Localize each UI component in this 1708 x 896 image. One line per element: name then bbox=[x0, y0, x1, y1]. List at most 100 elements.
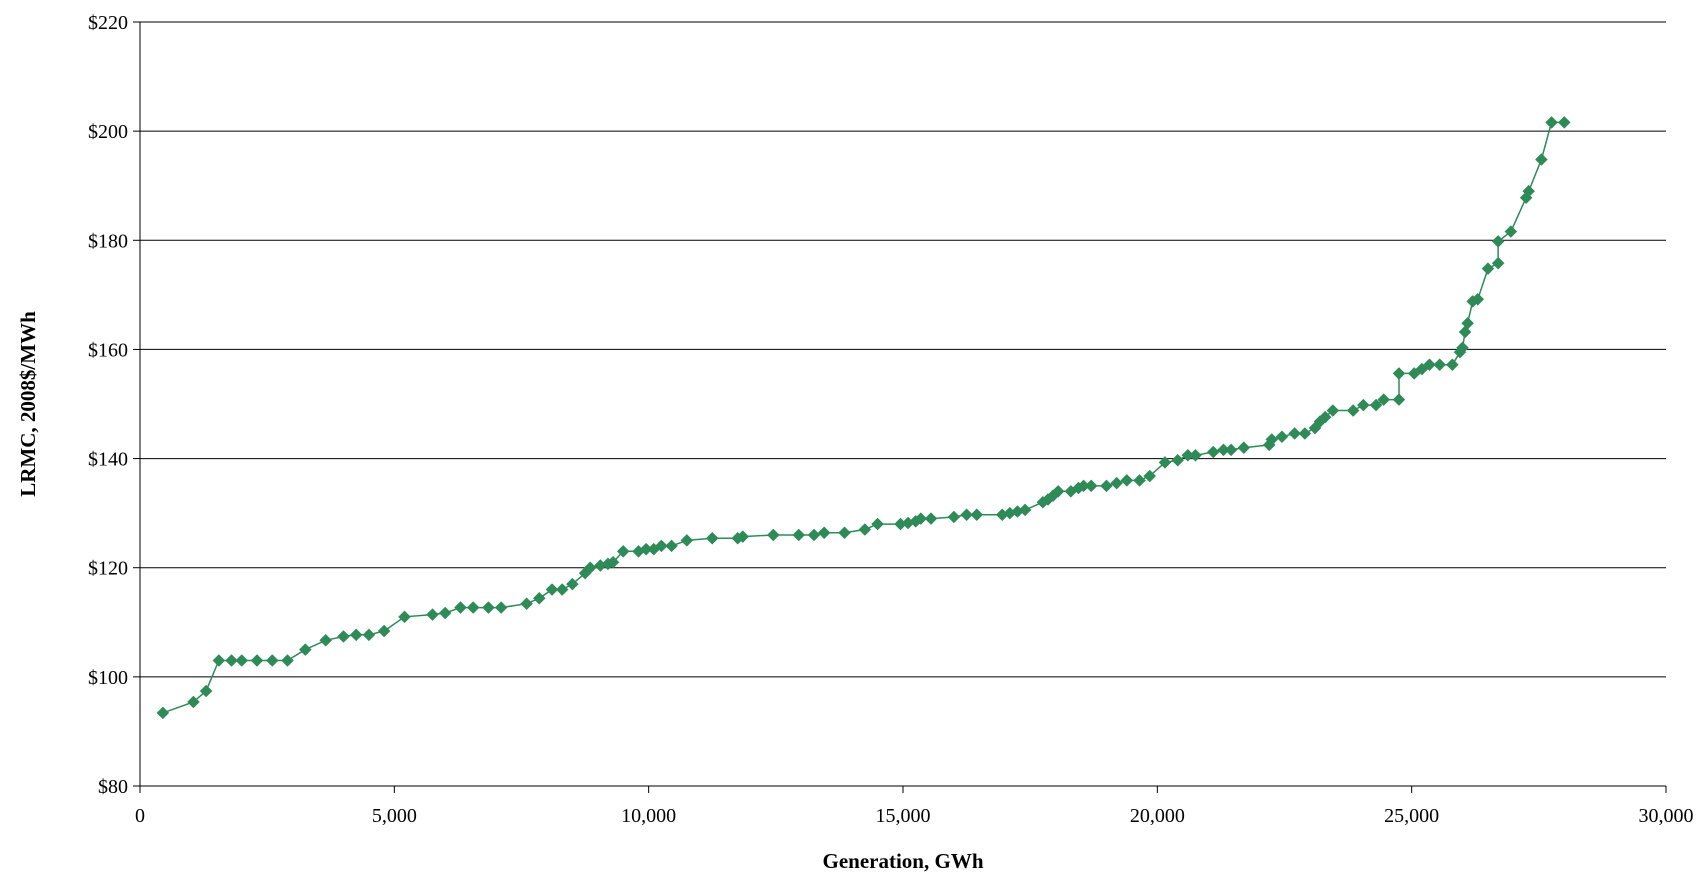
y-tick-label: $100 bbox=[88, 667, 128, 689]
data-point bbox=[1392, 367, 1406, 380]
y-tick-label: $120 bbox=[88, 558, 128, 580]
data-point bbox=[298, 643, 312, 656]
data-point bbox=[1504, 225, 1518, 238]
data-point bbox=[606, 555, 620, 569]
data-point bbox=[1446, 358, 1459, 372]
data-point bbox=[1491, 235, 1505, 248]
data-point bbox=[199, 684, 213, 698]
series-line bbox=[162, 121, 1565, 714]
data-point bbox=[1326, 404, 1340, 417]
x-tick-label: 30,000 bbox=[1639, 805, 1694, 827]
data-point bbox=[914, 512, 928, 525]
data-point bbox=[1481, 262, 1495, 276]
data-point bbox=[156, 706, 170, 720]
data-point bbox=[1522, 184, 1536, 198]
y-axis-title: LRMC, 2008$/MWh bbox=[16, 311, 40, 497]
x-tick-label: 0 bbox=[135, 805, 145, 827]
data-point bbox=[817, 526, 831, 540]
x-tick-label: 25,000 bbox=[1384, 805, 1439, 827]
data-point bbox=[1158, 456, 1172, 469]
data-point bbox=[1018, 503, 1032, 517]
data-point bbox=[520, 597, 533, 611]
data-point bbox=[454, 601, 467, 614]
data-point bbox=[1171, 453, 1185, 467]
data-point bbox=[281, 654, 294, 667]
data-point bbox=[1456, 341, 1469, 355]
data-point bbox=[1100, 479, 1113, 493]
y-tick-label: $160 bbox=[88, 339, 128, 361]
data-point bbox=[1471, 292, 1485, 306]
data-point bbox=[616, 544, 630, 558]
data-point bbox=[1491, 256, 1505, 270]
data-point bbox=[265, 654, 279, 667]
data-point bbox=[566, 577, 579, 591]
data-point bbox=[225, 654, 238, 667]
data-point bbox=[319, 633, 333, 647]
data-point bbox=[426, 608, 439, 621]
data-point bbox=[838, 526, 851, 540]
data-point bbox=[1369, 398, 1383, 412]
data-point bbox=[1084, 479, 1098, 493]
data-point bbox=[1356, 398, 1370, 412]
gridlines bbox=[140, 21, 1666, 787]
data-point bbox=[871, 517, 884, 531]
data-point bbox=[1206, 445, 1220, 459]
data-point bbox=[1318, 410, 1332, 424]
data-point bbox=[1458, 325, 1472, 339]
data-point bbox=[960, 508, 973, 522]
data-point bbox=[235, 654, 249, 667]
y-tick-label: $220 bbox=[88, 12, 128, 34]
y-tick-label: $140 bbox=[88, 449, 128, 471]
data-point bbox=[583, 561, 597, 575]
data-point bbox=[1298, 427, 1312, 440]
data-point bbox=[1392, 393, 1406, 406]
data-point bbox=[1557, 116, 1571, 129]
data-point bbox=[187, 695, 200, 709]
data-point bbox=[705, 531, 719, 545]
data-point bbox=[655, 539, 668, 553]
data-point bbox=[1120, 474, 1134, 487]
data-point bbox=[1265, 433, 1279, 446]
data-series bbox=[156, 116, 1571, 720]
data-point bbox=[766, 528, 780, 542]
data-point bbox=[970, 508, 984, 522]
y-tick-label: $200 bbox=[88, 121, 128, 143]
data-point bbox=[1189, 448, 1202, 462]
x-tick-label: 10,000 bbox=[621, 805, 676, 827]
data-point bbox=[1110, 476, 1123, 490]
data-point bbox=[1423, 358, 1436, 372]
data-point bbox=[545, 583, 559, 596]
y-axis-tick-labels: $80 $100 $120 $140 $160 $180 $200 $220 bbox=[88, 12, 128, 798]
data-point bbox=[1051, 484, 1065, 498]
x-axis-title: Generation, GWh bbox=[823, 849, 984, 873]
data-point bbox=[482, 601, 495, 614]
y-tick-label: $180 bbox=[88, 230, 128, 252]
data-point bbox=[377, 624, 391, 638]
data-point bbox=[736, 530, 750, 543]
data-point bbox=[1535, 153, 1548, 166]
data-point bbox=[807, 528, 821, 542]
data-point bbox=[555, 583, 569, 596]
data-point bbox=[532, 591, 546, 605]
x-tick-label: 5,000 bbox=[372, 805, 417, 827]
data-point bbox=[398, 610, 411, 624]
data-point bbox=[680, 534, 694, 547]
x-axis-tick-labels: 0 5,000 10,000 15,000 20,000 25,000 30,000 bbox=[135, 805, 1694, 827]
data-point bbox=[1143, 469, 1157, 483]
data-point bbox=[858, 523, 872, 536]
data-point bbox=[494, 601, 508, 614]
data-point bbox=[1133, 474, 1146, 487]
data-point bbox=[212, 654, 226, 667]
data-point bbox=[947, 510, 961, 524]
data-point bbox=[362, 628, 376, 642]
data-point bbox=[1224, 443, 1238, 457]
data-point bbox=[438, 606, 452, 620]
data-point bbox=[665, 539, 678, 553]
data-point bbox=[250, 654, 264, 667]
axes bbox=[133, 21, 1667, 793]
data-point bbox=[466, 601, 480, 614]
data-point bbox=[1433, 358, 1446, 372]
data-point bbox=[1288, 427, 1302, 440]
y-tick-label: $80 bbox=[98, 776, 128, 798]
